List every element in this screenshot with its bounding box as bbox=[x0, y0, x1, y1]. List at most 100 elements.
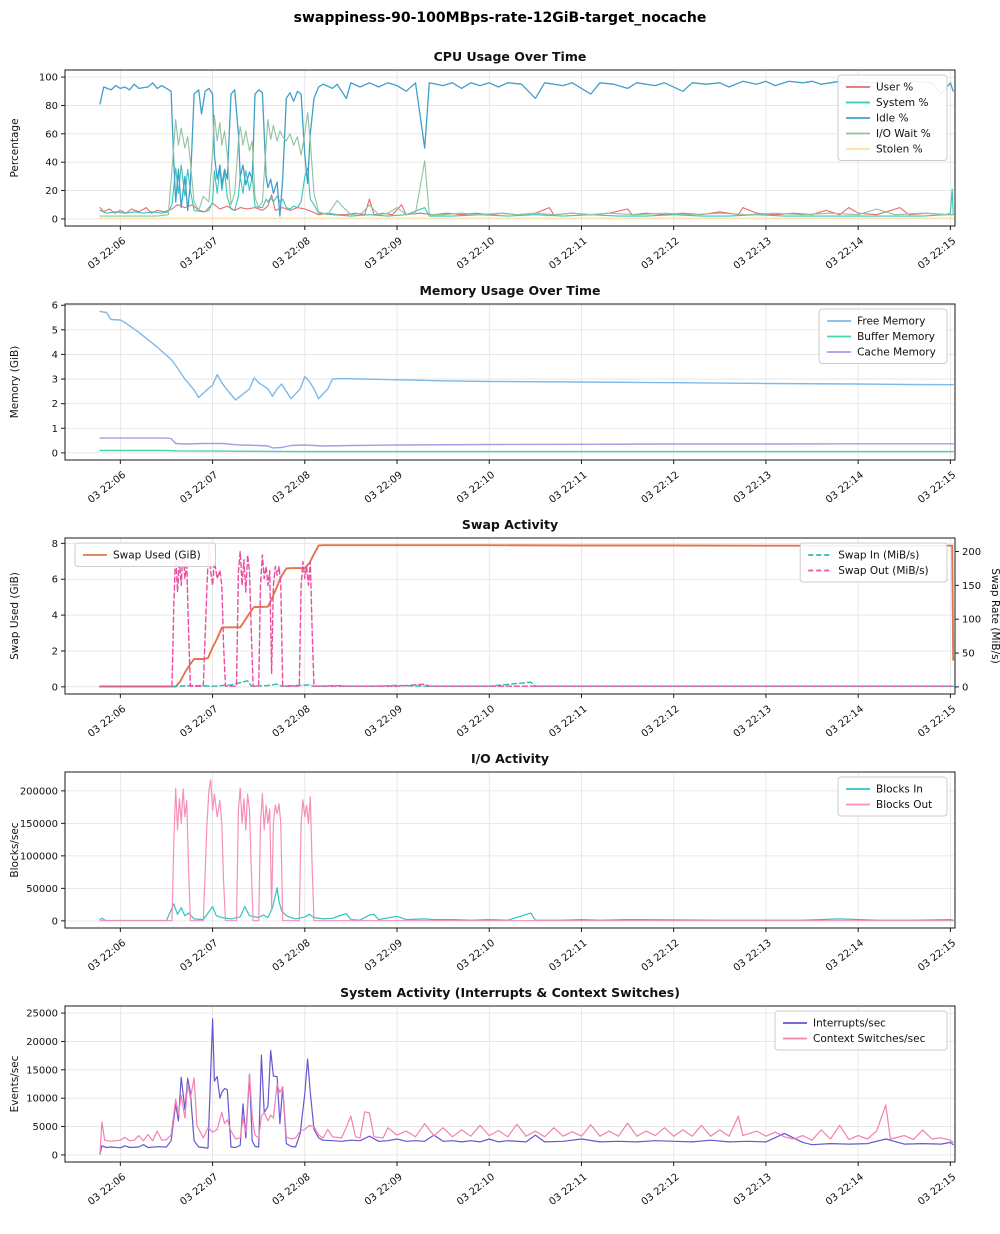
chart-title: Swap Activity bbox=[462, 517, 558, 532]
figure-title: swappiness-90-100MBps-rate-12GiB-target_… bbox=[293, 10, 707, 26]
series-group bbox=[99, 80, 954, 219]
y-axis-label: Swap Used (GiB) bbox=[9, 572, 21, 660]
legend-label: User % bbox=[876, 82, 913, 94]
xtick-label: 03 22:12 bbox=[640, 938, 682, 974]
xtick-label: 03 22:13 bbox=[732, 938, 774, 974]
xtick-label: 03 22:07 bbox=[178, 236, 220, 272]
ytick-right-label: 50 bbox=[962, 649, 975, 660]
ytick-label: 2 bbox=[52, 399, 58, 410]
legend-label: Context Switches/sec bbox=[813, 1033, 926, 1045]
xtick-label: 03 22:11 bbox=[547, 470, 589, 506]
ytick-label: 6 bbox=[52, 301, 58, 312]
xtick-label: 03 22:06 bbox=[86, 704, 128, 740]
xtick-label: 03 22:13 bbox=[732, 704, 774, 740]
plot-border bbox=[64, 69, 956, 227]
legend-label: Swap Used (GiB) bbox=[113, 550, 201, 562]
legend-label: Interrupts/sec bbox=[813, 1018, 886, 1030]
xtick-label: 03 22:15 bbox=[916, 470, 958, 506]
ytick-label: 0 bbox=[52, 448, 58, 459]
right-axis-label: Swap Rate (MiB/s) bbox=[989, 568, 1000, 663]
xtick-label: 03 22:10 bbox=[455, 938, 497, 974]
ytick-label: 60 bbox=[45, 129, 58, 140]
xtick-label: 03 22:14 bbox=[824, 470, 866, 506]
legend-label: Blocks Out bbox=[876, 799, 932, 811]
series-blocks-out bbox=[99, 779, 954, 922]
ytick-label: 5000 bbox=[33, 1122, 58, 1133]
swap-activity-svg: 0 2 4 6 8 0 50 100 150 200 Swap Rate (MiB/s) 03 22:… bbox=[9, 517, 1000, 740]
system-activity-interrupts-context-switches-svg: 0 5000 10000 15000 20000 25000 03 22:06 03 22:0… bbox=[9, 985, 958, 1208]
chart-i-o-activity: 0 50000 100000 150000 200000 03 22:06 03 22:07… bbox=[0, 744, 1000, 978]
ytick-label: 0 bbox=[52, 214, 58, 225]
xtick-label: 03 22:09 bbox=[363, 236, 405, 272]
xtick-label: 03 22:14 bbox=[824, 938, 866, 974]
xtick-label: 03 22:08 bbox=[271, 236, 313, 272]
ytick-label: 100000 bbox=[20, 851, 58, 862]
ytick-label: 2 bbox=[52, 646, 58, 657]
chart-memory-usage-over-time: 0 1 2 3 4 5 6 03 22:06 03 22:07 03 22:08 03 22:09 0… bbox=[0, 276, 1000, 510]
ytick-label: 1 bbox=[52, 424, 58, 435]
series-group bbox=[99, 544, 955, 688]
ytick-label: 20 bbox=[45, 186, 58, 197]
ytick-label: 0 bbox=[52, 1150, 58, 1161]
xtick-label: 03 22:06 bbox=[86, 938, 128, 974]
chart-title: Memory Usage Over Time bbox=[419, 283, 600, 298]
legend-label: Swap In (MiB/s) bbox=[838, 550, 919, 562]
memory-usage-over-time-svg: 0 1 2 3 4 5 6 03 22:06 03 22:07 03 22:08 03 22:09 0… bbox=[9, 283, 958, 506]
y-axis-label: Blocks/sec bbox=[9, 822, 21, 877]
chart-cpu-usage-over-time: 0 20 40 60 80 100 03 22:06 03 22:07 03 22:08 03 2… bbox=[0, 42, 1000, 276]
xtick-label: 03 22:13 bbox=[732, 1172, 774, 1208]
xtick-label: 03 22:10 bbox=[455, 236, 497, 272]
legend-label: Buffer Memory bbox=[857, 331, 935, 343]
chart-title: System Activity (Interrupts & Context Sw… bbox=[340, 985, 680, 1000]
ytick-label: 15000 bbox=[26, 1065, 58, 1076]
legend-label: System % bbox=[876, 97, 928, 109]
xtick-label: 03 22:15 bbox=[916, 704, 958, 740]
xtick-label: 03 22:07 bbox=[178, 1172, 220, 1208]
ytick-label: 10000 bbox=[26, 1094, 58, 1105]
xtick-label: 03 22:15 bbox=[916, 1172, 958, 1208]
series-swap-out-mib-s bbox=[99, 544, 954, 687]
legend-label: Blocks In bbox=[876, 784, 923, 796]
series-group bbox=[99, 310, 954, 453]
xtick-label: 03 22:12 bbox=[640, 1172, 682, 1208]
series-blocks-in bbox=[99, 887, 954, 922]
ytick-label: 6 bbox=[52, 575, 58, 586]
legend-label: Free Memory bbox=[857, 316, 925, 328]
xtick-label: 03 22:15 bbox=[916, 938, 958, 974]
plot-border bbox=[64, 771, 956, 929]
series-group bbox=[99, 779, 954, 922]
chart-system-activity-interrupts-context-switches: 0 5000 10000 15000 20000 25000 03 22:06 03 22:0… bbox=[0, 978, 1000, 1212]
legend-box bbox=[74, 542, 216, 567]
ytick-label: 4 bbox=[52, 611, 58, 622]
xtick-label: 03 22:10 bbox=[455, 1172, 497, 1208]
legend: Swap Used (GiB) bbox=[74, 542, 216, 567]
ytick-right-label: 0 bbox=[962, 682, 968, 693]
xtick-label: 03 22:09 bbox=[363, 704, 405, 740]
xtick-label: 03 22:14 bbox=[824, 704, 866, 740]
chart-swap-activity: 0 2 4 6 8 0 50 100 150 200 Swap Rate (MiB/s) 03 22:… bbox=[0, 510, 1000, 744]
xtick-label: 03 22:08 bbox=[271, 1172, 313, 1208]
xtick-label: 03 22:10 bbox=[455, 470, 497, 506]
series-buffer-memory bbox=[99, 449, 954, 453]
xtick-label: 03 22:11 bbox=[547, 236, 589, 272]
series-system bbox=[99, 164, 954, 217]
ytick-right-label: 200 bbox=[962, 547, 981, 558]
legend-box bbox=[818, 308, 948, 364]
xtick-label: 03 22:09 bbox=[363, 938, 405, 974]
plot-border bbox=[64, 303, 956, 461]
ytick-right-label: 100 bbox=[962, 615, 981, 626]
i-o-activity-svg: 0 50000 100000 150000 200000 03 22:06 03 22:07… bbox=[9, 751, 958, 974]
ytick-label: 3 bbox=[52, 375, 58, 386]
legend: Swap In (MiB/s) Swap Out (MiB/s) bbox=[799, 542, 948, 583]
series-i-o-wait bbox=[99, 111, 954, 217]
legend-box bbox=[774, 1010, 948, 1051]
plot-area bbox=[65, 772, 955, 928]
charts-container: 0 20 40 60 80 100 03 22:06 03 22:07 03 22:08 03 2… bbox=[0, 42, 1000, 1212]
ytick-label: 200000 bbox=[20, 786, 58, 797]
y-axis-label: Memory (GiB) bbox=[9, 346, 21, 419]
series-idle bbox=[99, 80, 954, 217]
ytick-label: 50000 bbox=[26, 884, 58, 895]
legend-box bbox=[837, 776, 948, 817]
legend: Interrupts/sec Context Switches/sec bbox=[774, 1010, 948, 1051]
